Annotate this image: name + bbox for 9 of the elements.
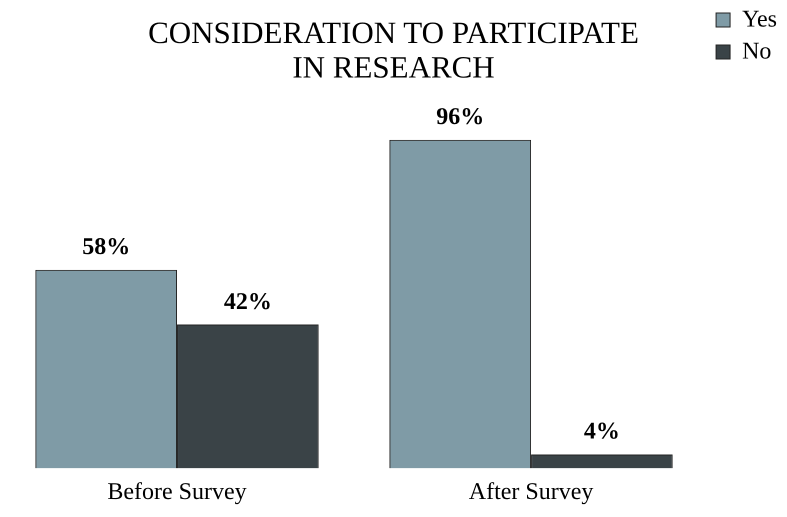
data-label: 58% xyxy=(82,234,130,260)
x-tick-label: After Survey xyxy=(468,478,594,505)
legend-label: Yes xyxy=(742,6,777,32)
data-label: 96% xyxy=(436,104,484,130)
data-label: 4% xyxy=(584,418,620,445)
legend-label: No xyxy=(742,38,772,64)
x-tick-label: Before Survey xyxy=(107,478,247,505)
data-label: 42% xyxy=(224,288,272,315)
chart-title: CONSIDERATION TO PARTICIPATE IN RESEARCH xyxy=(148,15,639,84)
